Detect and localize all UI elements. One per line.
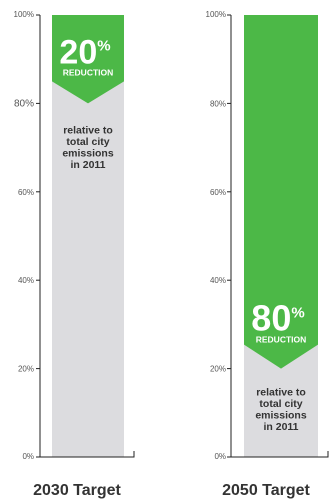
- tick-label: 80%: [14, 98, 34, 109]
- category-label: 2030 Target: [33, 482, 121, 499]
- reduction-number: 80: [251, 298, 291, 339]
- tick-label: 20%: [210, 365, 226, 374]
- note-line: total city: [259, 398, 302, 410]
- reduction-label: REDUCTION: [63, 67, 114, 77]
- note-line: relative to: [256, 387, 306, 399]
- tick-label: 60%: [18, 188, 34, 197]
- tick-label: 0%: [214, 452, 226, 461]
- category-label: 2050 Target: [222, 482, 310, 499]
- tick-label: 40%: [210, 276, 226, 285]
- tick-label: 100%: [14, 10, 34, 19]
- note-line: in 2011: [263, 421, 298, 433]
- tick-label: 60%: [210, 188, 226, 197]
- tick-label: 40%: [18, 276, 34, 285]
- percent-sign: %: [291, 305, 304, 322]
- axis-line: [39, 15, 135, 458]
- reduction-bar: [244, 15, 318, 369]
- percent-sign: %: [97, 37, 110, 54]
- tick-label: 20%: [18, 365, 34, 374]
- tick-label: 100%: [206, 10, 226, 19]
- note-line: relative to: [63, 124, 113, 136]
- reduction-bar: [52, 15, 124, 104]
- tick-label: 80%: [210, 99, 226, 108]
- axis-line: [230, 15, 329, 458]
- note-line: total city: [66, 136, 109, 148]
- reduction-number: 20: [59, 33, 97, 71]
- reduction-percent-value: 80%: [251, 298, 304, 339]
- note-line: in 2011: [70, 159, 105, 171]
- note-line: emissions: [255, 410, 307, 422]
- reduction-percent-value: 20%: [59, 33, 110, 71]
- tick-label: 0%: [22, 452, 34, 461]
- note-line: emissions: [62, 147, 114, 159]
- reduction-label: REDUCTION: [256, 335, 307, 345]
